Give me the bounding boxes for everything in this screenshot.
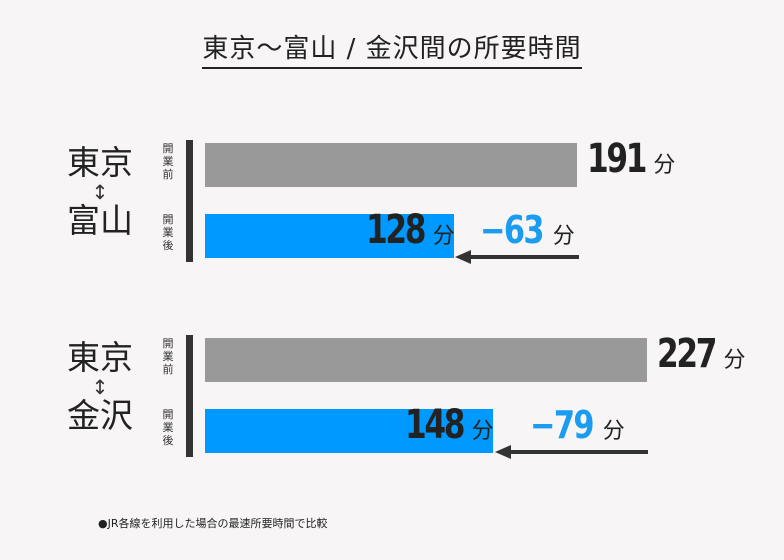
value-unit: 分 (653, 153, 676, 178)
value-number: 191 (586, 136, 647, 182)
tag-char: 開 (162, 408, 174, 421)
tag-char: 開 (162, 142, 174, 155)
value-label-after-toyama: 128 分 (366, 207, 455, 253)
left-arrow-icon (455, 250, 471, 264)
arrow-line (510, 450, 648, 454)
difference-number: −63 (480, 208, 545, 252)
route-label-toyama: 東京 ↕ 富山 (58, 143, 142, 241)
tag-char: 前 (162, 168, 174, 181)
value-number: 227 (657, 331, 717, 377)
bar-after-toyama (205, 214, 455, 258)
bar-before-toyama (205, 143, 577, 187)
left-arrow-icon (495, 445, 511, 459)
tag-char: 業 (162, 350, 174, 363)
tag-char: 業 (162, 155, 174, 168)
tag-char: 前 (162, 363, 174, 376)
difference-label-kanazawa: −79 分 (530, 403, 625, 447)
updown-arrow-icon: ↕ (91, 180, 109, 204)
route-from: 東京 (67, 143, 133, 182)
after-tag: 開 業 後 (160, 408, 176, 447)
arrow-line (470, 255, 579, 259)
route-label-kanazawa: 東京 ↕ 金沢 (58, 338, 142, 436)
difference-label-toyama: −63 分 (480, 208, 575, 252)
value-number: 148 (405, 402, 465, 448)
route-to: 金沢 (67, 396, 133, 435)
group-axis-line (186, 140, 193, 262)
tag-char: 開 (162, 213, 174, 226)
after-tag: 開 業 後 (160, 213, 176, 252)
tag-char: 後 (162, 239, 174, 252)
value-number: 128 (366, 207, 426, 253)
group-axis-line (186, 335, 193, 457)
tag-char: 業 (162, 226, 174, 239)
value-unit: 分 (723, 348, 746, 373)
difference-unit: 分 (552, 224, 575, 249)
tag-char: 業 (162, 421, 174, 434)
route-to: 富山 (67, 201, 133, 240)
chart-title: 東京〜富山 / 金沢間の所要時間 (0, 28, 784, 69)
value-unit: 分 (471, 419, 494, 444)
before-tag: 開 業 前 (160, 142, 176, 181)
tag-char: 後 (162, 434, 174, 447)
value-unit: 分 (432, 224, 455, 249)
before-tag: 開 業 前 (160, 337, 176, 376)
bar-before-kanazawa (205, 338, 647, 382)
bar-after-kanazawa (205, 409, 494, 453)
updown-arrow-icon: ↕ (91, 375, 109, 399)
difference-number: −79 (530, 403, 595, 447)
value-label-before-toyama: 191 分 (587, 136, 676, 182)
value-label-after-kanazawa: 148 分 (405, 402, 494, 448)
chart-title-text: 東京〜富山 / 金沢間の所要時間 (202, 34, 582, 69)
tag-char: 開 (162, 337, 174, 350)
footnote: ●JR各線を利用した場合の最速所要時間で比較 (98, 517, 328, 530)
difference-unit: 分 (602, 419, 625, 444)
value-label-before-kanazawa: 227 分 (657, 331, 746, 377)
route-from: 東京 (67, 338, 133, 377)
